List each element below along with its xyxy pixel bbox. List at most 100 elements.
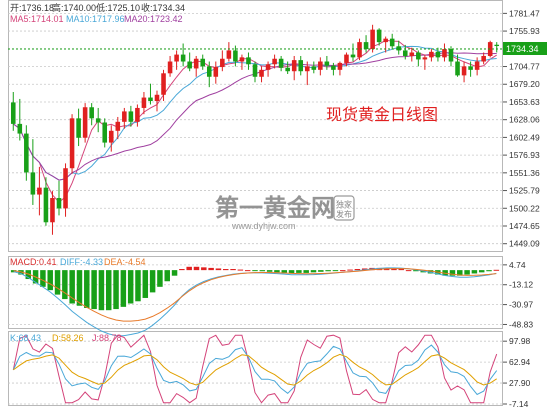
candle-down	[435, 51, 441, 58]
candle-down	[17, 123, 23, 134]
d-label: D:58.26	[52, 333, 84, 343]
macd-bar-positive	[186, 266, 192, 271]
watermark-badge-bottom: 发布	[336, 209, 352, 219]
macd-bar-positive	[493, 269, 500, 271]
kdj-tick-label: 97.98	[509, 336, 531, 346]
macd-bar-negative	[149, 270, 156, 293]
watermark-url: www.dyhjw.com	[231, 221, 296, 231]
candle-down	[285, 67, 290, 72]
macd-bar-positive	[398, 269, 405, 271]
kdj-tick-label: -7.14	[509, 399, 529, 407]
candle-down	[76, 118, 81, 138]
candle-down	[298, 60, 304, 72]
candle-up	[487, 42, 493, 56]
candle-down	[30, 172, 36, 195]
watermark: 第一黄金网 www.dyhjw.com 独家 发布	[215, 194, 355, 231]
kdj-panel-frame	[8, 331, 503, 406]
price-tick-label: 1474.65	[509, 221, 540, 231]
macd-bar-positive	[361, 268, 368, 271]
macd-bar-negative	[427, 270, 434, 274]
candle-up	[122, 111, 127, 122]
macd-bar-negative	[266, 270, 273, 272]
kdj-lines	[12, 334, 498, 404]
macd-bar-positive	[405, 270, 412, 272]
high-label: 高:1740.00	[52, 2, 96, 13]
price-tick-label: 1628.06	[509, 115, 540, 125]
macd-tick-label: 4.74	[509, 260, 526, 270]
candle-up	[63, 168, 68, 209]
macd-bar-negative	[252, 270, 258, 272]
candle-up	[154, 94, 160, 102]
macd-bar-negative	[142, 270, 149, 298]
low-label: 低:1725.10	[96, 2, 140, 13]
candle-down	[252, 64, 258, 77]
macd-bar-positive	[347, 269, 353, 271]
candle-up	[272, 58, 277, 65]
price-tick-label: 1704.77	[509, 62, 540, 72]
macd-bar-positive	[244, 270, 251, 272]
macd-bar-negative	[127, 270, 134, 304]
candle-up	[167, 61, 173, 74]
candle-down	[468, 66, 473, 70]
candle-up	[265, 64, 271, 70]
macd-tick-label: -30.97	[509, 300, 533, 310]
macd-bar-negative	[84, 270, 90, 308]
macd-bar-negative	[40, 270, 46, 287]
candle-up	[422, 57, 428, 60]
close-label: 收:1734.34	[141, 2, 185, 13]
candle-up	[318, 61, 323, 70]
k-line	[12, 344, 498, 396]
panel-frames	[8, 0, 503, 406]
candle-up	[259, 69, 264, 77]
open-label: 开:1736.18	[10, 3, 54, 13]
candle-up	[481, 55, 486, 62]
macd-bar-negative	[486, 270, 492, 272]
y-axis-ticks: 1781.471755.931730.391704.771679.201653.…	[503, 8, 540, 409]
watermark-main: 第一黄金网	[215, 194, 335, 222]
macd-bar-negative	[325, 270, 331, 272]
candle-down	[363, 42, 369, 50]
candle-down	[448, 49, 454, 62]
macd-bar-positive	[208, 267, 214, 271]
candle-down	[206, 66, 212, 77]
macd-bar-negative	[62, 270, 68, 300]
candle-up	[69, 118, 75, 169]
candle-up	[141, 97, 147, 108]
candle-down	[416, 52, 421, 60]
kdj-tick-label: 27.90	[509, 378, 531, 388]
price-tick-label: 1576.93	[509, 150, 540, 160]
price-tick-label: 1551.36	[509, 168, 540, 178]
watermark-badge-top: 独家	[336, 199, 352, 209]
candle-up	[383, 38, 388, 43]
candle-down	[396, 46, 402, 51]
kdj-header: K:68.43 D:58.26 J:88.78	[10, 333, 122, 343]
macd-bar-negative	[296, 270, 302, 273]
macd-bar-negative	[303, 270, 309, 273]
macd-bar-negative	[281, 270, 287, 273]
macd-header: MACD:0.41 DIFF:-4.33 DEA:-4.54	[10, 257, 146, 267]
candle-down	[95, 118, 101, 123]
candle-up	[474, 61, 480, 70]
macd-bar-negative	[274, 270, 280, 273]
macd-bar-negative	[478, 270, 485, 273]
price-tick-label: 1449.09	[509, 239, 540, 249]
macd-bar-negative	[288, 270, 295, 274]
candlesticks	[10, 24, 500, 235]
candle-up	[357, 42, 362, 58]
candle-up	[161, 73, 166, 95]
j-line	[12, 334, 498, 404]
candle-up	[461, 66, 467, 76]
price-panel-frame	[8, 0, 503, 252]
candle-down	[200, 58, 206, 67]
last-price-label: 1734.34	[506, 44, 539, 54]
candle-up	[115, 121, 121, 131]
macd-bar-positive	[201, 267, 207, 271]
candle-up	[409, 52, 415, 56]
macd-bar-negative	[157, 270, 163, 287]
candle-down	[24, 133, 29, 173]
macd-bar-negative	[113, 270, 119, 310]
candle-up	[344, 54, 349, 63]
watermark-badge	[333, 195, 355, 221]
